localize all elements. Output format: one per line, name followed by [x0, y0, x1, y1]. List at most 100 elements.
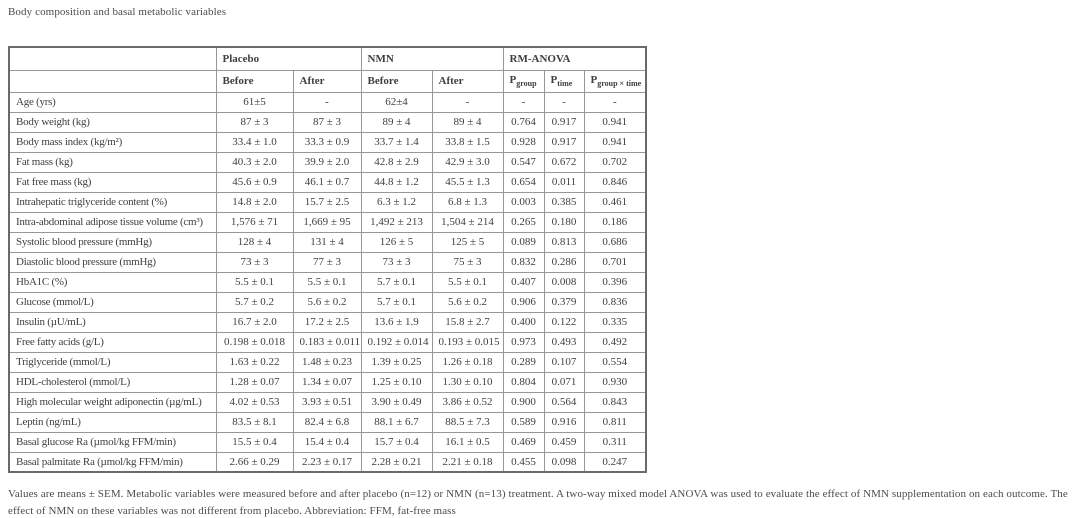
row-label-cell: Age (yrs) — [8, 91, 217, 113]
value-cell: 73 ± 3 — [360, 251, 433, 273]
table-row: Systolic blood pressure (mmHg) 128 ± 4 131… — [8, 231, 647, 253]
value-cell: 0.186 — [583, 211, 647, 233]
table-row: High molecular weight adiponectin (µg/mL… — [8, 391, 647, 413]
value-cell: 0.686 — [583, 231, 647, 253]
value-cell: - — [583, 91, 647, 113]
value-cell: 5.6 ± 0.2 — [292, 291, 362, 313]
value-cell: 0.973 — [502, 331, 545, 353]
row-label-cell: Body weight (kg) — [8, 111, 217, 133]
row-label-cell: HDL-cholesterol (mmol/L) — [8, 371, 217, 393]
value-cell: 15.8 ± 2.7 — [431, 311, 504, 333]
table-footnote: Values are means ± SEM. Metabolic variab… — [8, 488, 1068, 517]
value-cell: 0.098 — [543, 451, 585, 473]
table-row: Intrahepatic triglyceride content (%) 14.… — [8, 191, 647, 213]
value-cell: 0.385 — [543, 191, 585, 213]
row-label-cell: Diastolic blood pressure (mmHg) — [8, 251, 217, 273]
table-row: Free fatty acids (g/L) 0.198 ± 0.018 0.183… — [8, 331, 647, 353]
value-cell: 0.941 — [583, 111, 647, 133]
value-cell: 0.003 — [502, 191, 545, 213]
value-cell: 0.183 ± 0.011 — [292, 331, 362, 353]
table-row: Basal glucose Ra (µmol/kg FFM/min) 15.5 ±… — [8, 431, 647, 453]
value-cell: 62±4 — [360, 91, 433, 113]
value-cell: 1.28 ± 0.07 — [215, 371, 294, 393]
value-cell: 40.3 ± 2.0 — [215, 151, 294, 173]
value-cell: 0.400 — [502, 311, 545, 333]
value-cell: 89 ± 4 — [431, 111, 504, 133]
value-cell: 5.7 ± 0.1 — [360, 291, 433, 313]
row-label-cell: Insulin (µU/mL) — [8, 311, 217, 333]
value-cell: 5.7 ± 0.1 — [360, 271, 433, 293]
value-cell: 0.492 — [583, 331, 647, 353]
value-cell: 1,576 ± 71 — [215, 211, 294, 233]
value-cell: 0.813 — [543, 231, 585, 253]
value-cell: 0.286 — [543, 251, 585, 273]
value-cell: 0.008 — [543, 271, 585, 293]
row-label-cell: Fat free mass (kg) — [8, 171, 217, 193]
value-cell: 0.836 — [583, 291, 647, 313]
value-cell: 17.2 ± 2.5 — [292, 311, 362, 333]
value-cell: 5.7 ± 0.2 — [215, 291, 294, 313]
value-cell: 13.6 ± 1.9 — [360, 311, 433, 333]
value-cell: 44.8 ± 1.2 — [360, 171, 433, 193]
value-cell: 0.804 — [502, 371, 545, 393]
value-cell: 1.34 ± 0.07 — [292, 371, 362, 393]
value-cell: 0.311 — [583, 431, 647, 453]
p-label: P — [509, 73, 517, 86]
value-cell: 0.654 — [502, 171, 545, 193]
value-cell: 33.4 ± 1.0 — [215, 131, 294, 153]
value-cell: 0.407 — [502, 271, 545, 293]
table-row: Triglyceride (mmol/L) 1.63 ± 0.22 1.48 ± 0… — [8, 351, 647, 373]
p-subscript: time — [557, 79, 573, 89]
value-cell: 5.5 ± 0.1 — [292, 271, 362, 293]
p-label: P — [550, 73, 558, 86]
table-row: Body mass index (kg/m²) 33.4 ± 1.0 33.3 ± … — [8, 131, 647, 153]
value-cell: 128 ± 4 — [215, 231, 294, 253]
row-label-cell: Fat mass (kg) — [8, 151, 217, 173]
value-cell: 75 ± 3 — [431, 251, 504, 273]
value-cell: 89 ± 4 — [360, 111, 433, 133]
table-row: HDL-cholesterol (mmol/L) 1.28 ± 0.07 1.34 … — [8, 371, 647, 393]
row-label-cell: Basal palmitate Ra (µmol/kg FFM/min) — [8, 451, 217, 473]
row-label-cell: Triglyceride (mmol/L) — [8, 351, 217, 373]
value-cell: - — [502, 91, 545, 113]
table-row: Leptin (ng/mL) 83.5 ± 8.1 82.4 ± 6.8 88.1 ±… — [8, 411, 647, 433]
value-cell: 0.011 — [543, 171, 585, 193]
value-cell: 0.589 — [502, 411, 545, 433]
table-caption: Body composition and basal metabolic var… — [8, 6, 227, 18]
value-cell: 1.25 ± 0.10 — [360, 371, 433, 393]
row-label-cell: HbA1C (%) — [8, 271, 217, 293]
group-header-nmn: NMN — [360, 46, 504, 71]
table-body: Age (yrs) 61±5-62±4- - - - Body weight (kg) 87… — [8, 91, 647, 473]
value-cell: 0.672 — [543, 151, 585, 173]
value-cell: 16.1 ± 0.5 — [431, 431, 504, 453]
value-cell: 0.916 — [543, 411, 585, 433]
value-cell: 0.265 — [502, 211, 545, 233]
value-cell: 0.289 — [502, 351, 545, 373]
p-label: P — [590, 73, 598, 86]
corner-cell-sub — [8, 69, 217, 93]
value-cell: 0.843 — [583, 391, 647, 413]
row-label-cell: Intrahepatic triglyceride content (%) — [8, 191, 217, 213]
row-label-cell: Basal glucose Ra (µmol/kg FFM/min) — [8, 431, 217, 453]
value-cell: 1.30 ± 0.10 — [431, 371, 504, 393]
row-label-cell: Glucose (mmol/L) — [8, 291, 217, 313]
p-subscript: group × time — [597, 79, 642, 89]
value-cell: 0.469 — [502, 431, 545, 453]
value-cell: 0.554 — [583, 351, 647, 373]
value-cell: 1.48 ± 0.23 — [292, 351, 362, 373]
value-cell: 1.26 ± 0.18 — [431, 351, 504, 373]
value-cell: 15.4 ± 0.4 — [292, 431, 362, 453]
value-cell: 88.5 ± 7.3 — [431, 411, 504, 433]
col-header-nmn-before: Before — [360, 69, 433, 93]
value-cell: 3.86 ± 0.52 — [431, 391, 504, 413]
value-cell: - — [292, 91, 362, 113]
col-header-placebo-after: After — [292, 69, 362, 93]
value-cell: 33.8 ± 1.5 — [431, 131, 504, 153]
sub-header-row: Before After Before After Pgroup Ptime P… — [8, 69, 647, 93]
value-cell: 5.5 ± 0.1 — [431, 271, 504, 293]
corner-cell-top — [8, 46, 217, 71]
value-cell: 0.461 — [583, 191, 647, 213]
value-cell: 33.3 ± 0.9 — [292, 131, 362, 153]
value-cell: 15.5 ± 0.4 — [215, 431, 294, 453]
table-row: Fat free mass (kg) 45.6 ± 0.9 46.1 ± 0.7 44… — [8, 171, 647, 193]
